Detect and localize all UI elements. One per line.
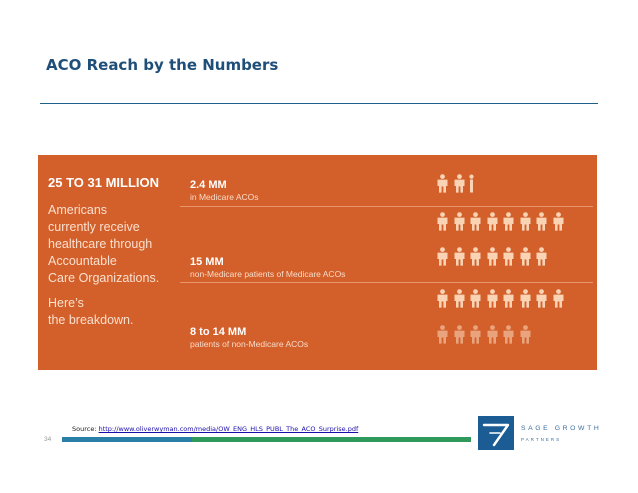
people-icons-row <box>436 289 565 308</box>
person-icon <box>503 212 514 231</box>
stat-label: in Medicare ACOs <box>190 192 259 202</box>
person-icon <box>437 174 448 193</box>
description-line: Accountable <box>48 254 117 268</box>
person-icon <box>487 247 497 266</box>
stat-value: 15 MM <box>190 256 224 268</box>
people-icons-row <box>436 247 548 266</box>
person-icon <box>437 212 448 231</box>
person-icon <box>470 212 481 231</box>
person-icon <box>437 247 448 266</box>
headline: 25 TO 31 MILLION <box>48 175 160 190</box>
people-icons-row <box>436 325 532 344</box>
person-icon <box>520 325 530 344</box>
people-icons-row <box>436 174 474 193</box>
person-icon <box>454 247 464 266</box>
stat-label: non-Medicare patients of Medicare ACOs <box>190 269 346 279</box>
source-citation: Source: http://www.oliverwyman.com/media… <box>72 425 358 433</box>
breakdown-line: Here’s <box>48 296 84 310</box>
person-icon <box>437 325 448 344</box>
footer-bar <box>192 437 471 442</box>
spacer <box>48 287 159 295</box>
stat-non-medicare-patients: 15 MM non-Medicare patients of Medicare … <box>190 256 345 279</box>
stat-medicare: 2.4 MM in Medicare ACOs <box>190 179 259 202</box>
stat-divider <box>180 282 593 283</box>
company-logo-text: SAGE GROWTH PARTNERS <box>521 423 601 445</box>
person-icon <box>487 325 497 344</box>
person-icon <box>487 212 497 231</box>
footer-bar <box>62 437 192 442</box>
stat-value: 8 to 14 MM <box>190 326 247 338</box>
person-icon <box>454 212 464 231</box>
description-line: Americans <box>48 203 108 217</box>
person-icon <box>520 289 530 308</box>
person-icon <box>503 325 514 344</box>
source-prefix: Source: <box>72 425 99 433</box>
person-icon <box>469 174 474 193</box>
description: Americans currently receive healthcare t… <box>48 202 159 329</box>
infographic-panel: 25 TO 31 MILLION Americans currently rec… <box>38 155 597 370</box>
person-icon <box>470 325 481 344</box>
person-icon <box>454 289 464 308</box>
person-icon <box>454 174 464 193</box>
person-icon <box>503 289 514 308</box>
description-line: healthcare through <box>48 237 153 251</box>
source-link[interactable]: http://www.oliverwyman.com/media/OW_ENG_… <box>98 425 359 433</box>
person-icon <box>470 247 481 266</box>
person-icon <box>536 289 547 308</box>
description-line: currently receive <box>48 220 140 234</box>
people-icons-row <box>436 212 565 231</box>
person-icon <box>536 212 547 231</box>
person-icon <box>454 325 464 344</box>
stat-divider <box>180 206 593 207</box>
sage-growth-logo-icon <box>478 416 514 450</box>
breakdown-line: the breakdown. <box>48 313 134 327</box>
description-line: Care Organizations. <box>48 271 160 285</box>
person-icon <box>503 247 514 266</box>
person-icon <box>437 289 448 308</box>
title-divider <box>40 103 598 104</box>
stat-value: 2.4 MM <box>190 179 227 191</box>
stat-label: patients of non-Medicare ACOs <box>190 339 309 349</box>
person-icon <box>487 289 497 308</box>
person-icon <box>520 212 530 231</box>
person-icon <box>470 289 481 308</box>
person-icon <box>536 247 547 266</box>
person-icon <box>520 247 530 266</box>
page-number: 34 <box>44 436 52 443</box>
person-icon <box>553 289 563 308</box>
logo-line: SAGE GROWTH <box>521 425 602 432</box>
stat-non-medicare-acos: 8 to 14 MM patients of non-Medicare ACOs <box>190 326 308 349</box>
slide-title: ACO Reach by the Numbers <box>46 56 279 74</box>
logo-line: PARTNERS <box>521 437 562 442</box>
person-icon <box>553 212 563 231</box>
